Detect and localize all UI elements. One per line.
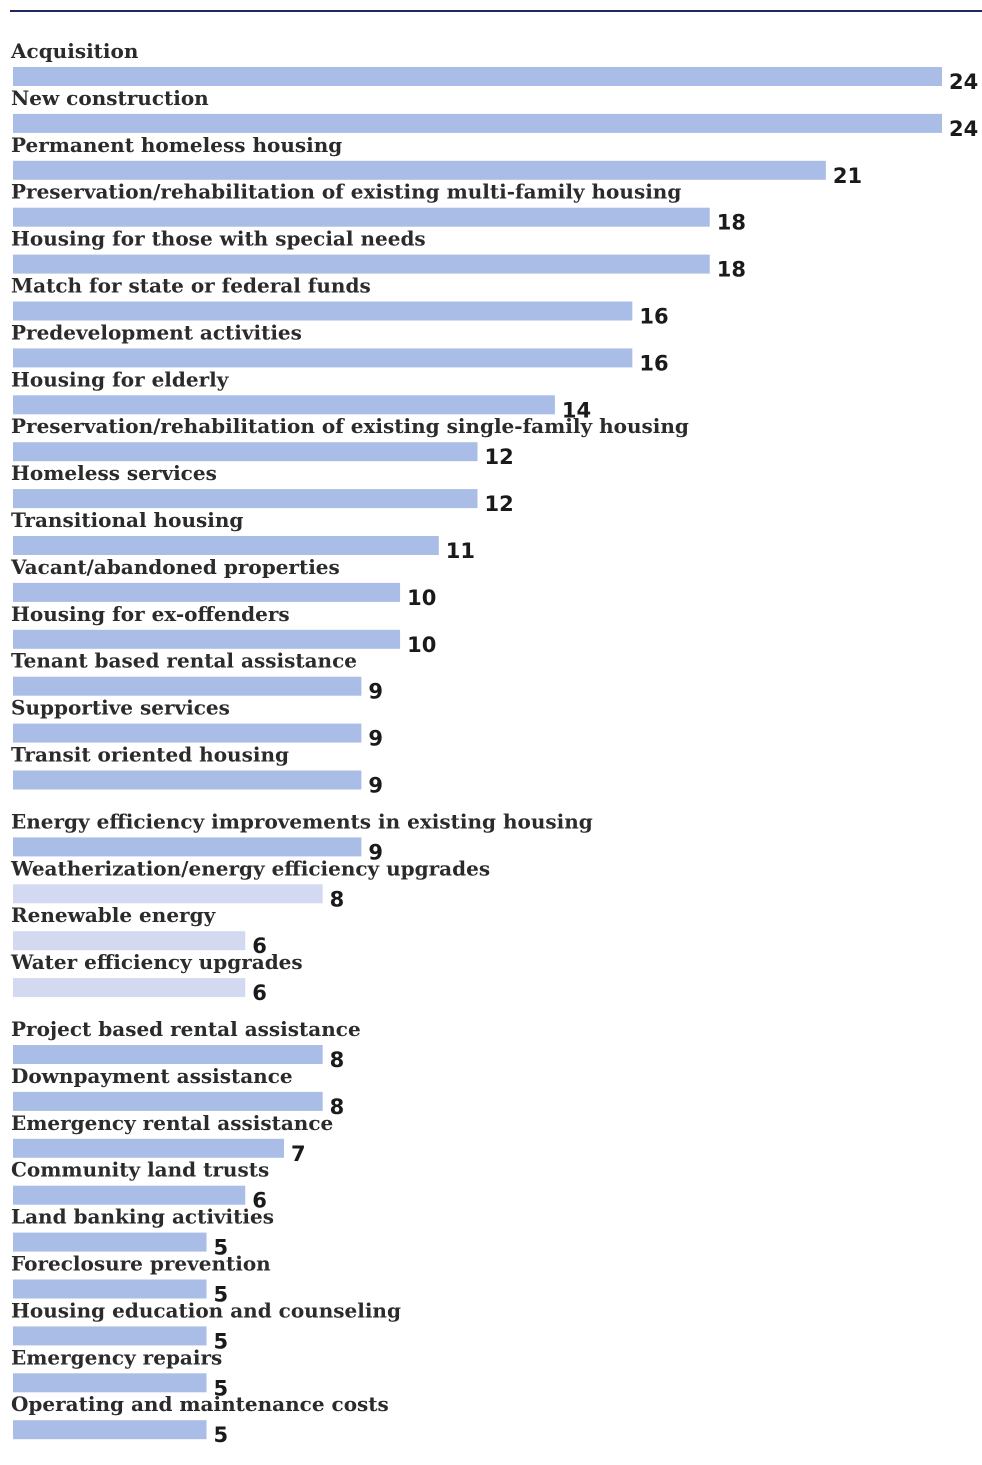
category-label: Supportive services — [11, 696, 230, 720]
bar — [13, 1420, 207, 1440]
bar — [13, 67, 942, 86]
bar — [13, 837, 362, 857]
category-label: Water efficiency upgrades — [10, 950, 303, 974]
bar — [13, 1045, 323, 1064]
category-label: Weatherization/energy efficiency upgrade… — [10, 856, 490, 880]
category-label: Housing for ex-offenders — [11, 602, 290, 626]
bar — [13, 1091, 323, 1111]
bar — [13, 489, 478, 509]
category-label: Preservation/rehabilitation of existing … — [11, 414, 689, 438]
bar — [13, 1326, 207, 1346]
value-label: 9 — [368, 840, 383, 864]
bar — [13, 629, 401, 649]
value-label: 5 — [214, 1376, 229, 1400]
bar — [13, 1185, 246, 1205]
bar — [13, 723, 362, 743]
value-label: 7 — [291, 1142, 306, 1166]
bar — [13, 536, 439, 555]
bar — [13, 676, 362, 696]
category-label: Community land trusts — [11, 1158, 269, 1182]
value-label: 18 — [717, 258, 746, 282]
category-label: Housing for elderly — [11, 367, 230, 391]
bar — [13, 254, 710, 274]
value-label: 8 — [330, 887, 345, 911]
category-label: Renewable energy — [11, 903, 217, 927]
value-label: 12 — [485, 445, 514, 469]
category-label: Land banking activities — [11, 1205, 274, 1229]
category-label: Housing education and counseling — [11, 1298, 401, 1322]
category-label: Emergency rental assistance — [11, 1111, 333, 1135]
bar — [13, 1138, 284, 1158]
value-label: 21 — [833, 164, 862, 188]
category-label: Transit oriented housing — [11, 743, 289, 767]
value-label: 18 — [717, 211, 746, 235]
bar — [13, 1373, 207, 1393]
category-label: Preservation/rehabilitation of existing … — [11, 180, 681, 204]
bar — [13, 884, 323, 904]
category-label: Project based rental assistance — [11, 1017, 361, 1041]
category-label: New construction — [11, 86, 209, 110]
value-label: 16 — [639, 305, 668, 329]
value-label: 5 — [214, 1236, 229, 1260]
value-label: 9 — [368, 727, 383, 751]
bar — [13, 348, 633, 368]
bar — [13, 1232, 207, 1252]
value-label: 10 — [407, 586, 436, 610]
category-label: Match for state or federal funds — [11, 274, 371, 298]
bar — [13, 770, 362, 790]
bar — [13, 931, 246, 951]
bar — [13, 207, 710, 227]
bar — [13, 160, 826, 180]
value-label: 5 — [214, 1283, 229, 1307]
bar — [13, 301, 633, 321]
bar — [13, 113, 942, 133]
value-label: 12 — [485, 492, 514, 516]
value-label: 24 — [949, 117, 978, 141]
category-label: Energy efficiency improvements in existi… — [11, 809, 593, 833]
value-label: 5 — [214, 1423, 229, 1447]
value-label: 11 — [446, 539, 475, 563]
value-label: 6 — [252, 1189, 267, 1213]
category-label: Permanent homeless housing — [11, 133, 342, 157]
category-label: Tenant based rental assistance — [11, 649, 357, 673]
category-label: Housing for those with special needs — [11, 227, 426, 251]
value-label: 6 — [252, 934, 267, 958]
value-label: 9 — [368, 774, 383, 798]
category-label: Homeless services — [11, 461, 217, 485]
top-rule — [10, 10, 982, 12]
bar — [13, 1279, 207, 1299]
category-label: Foreclosure prevention — [11, 1252, 271, 1276]
value-label: 14 — [562, 398, 591, 422]
value-label: 24 — [949, 70, 978, 94]
category-label: Emergency repairs — [11, 1345, 222, 1369]
value-label: 9 — [368, 680, 383, 704]
value-label: 5 — [214, 1329, 229, 1353]
bar — [13, 978, 246, 998]
category-label: Acquisition — [10, 39, 139, 63]
category-label: Downpayment assistance — [11, 1064, 293, 1088]
value-label: 10 — [407, 633, 436, 657]
bar — [13, 442, 478, 462]
value-label: 16 — [639, 351, 668, 375]
category-label: Vacant/abandoned properties — [10, 555, 340, 579]
category-label: Predevelopment activities — [11, 320, 302, 344]
bar — [13, 582, 401, 602]
value-label: 8 — [330, 1048, 345, 1072]
category-label: Transitional housing — [11, 508, 243, 532]
value-label: 8 — [330, 1095, 345, 1119]
value-label: 6 — [252, 981, 267, 1005]
bar — [13, 395, 555, 415]
category-label: Operating and maintenance costs — [11, 1392, 389, 1416]
